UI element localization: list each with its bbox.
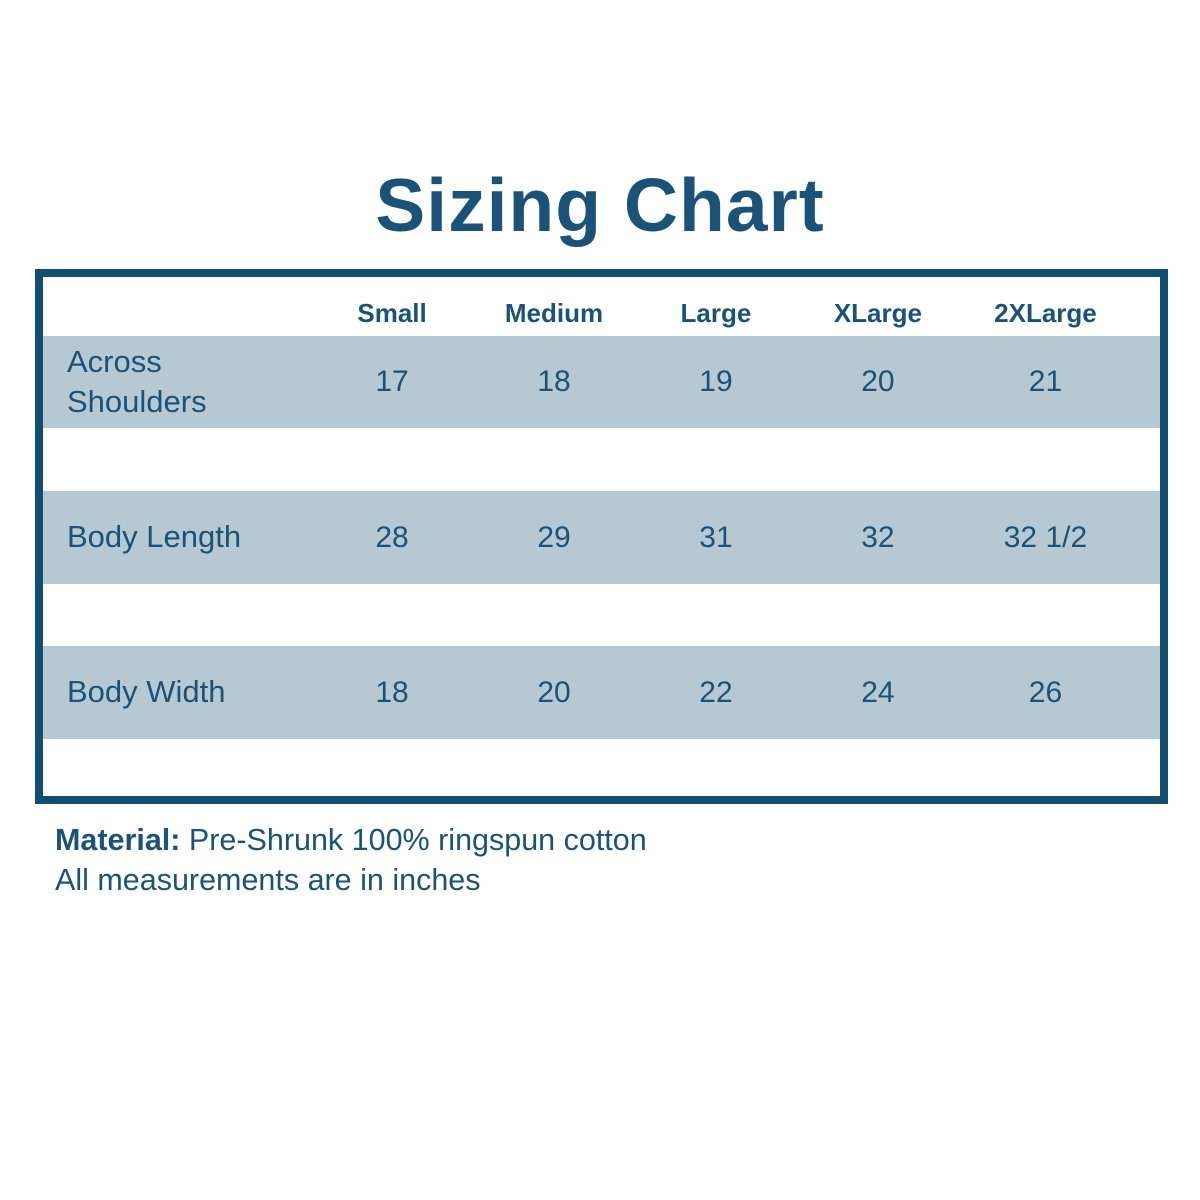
size-value: 31 [699,520,733,554]
row-label-text: Body Length [67,519,242,555]
size-value: 19 [699,365,733,398]
material-line: Material: Pre-Shrunk 100% ringspun cotto… [55,820,1200,860]
size-value: 22 [699,675,733,709]
footer-notes: Material: Pre-Shrunk 100% ringspun cotto… [55,820,1200,901]
table-row-body-width: Body Width 18 20 22 24 26 [43,646,1160,739]
measurements-note: All measurements are in inches [55,863,481,898]
column-header-large: Large [680,298,752,328]
size-value: 21 [1028,365,1063,398]
row-label: Across Shoulders [43,336,311,428]
size-value: 18 [375,675,409,709]
table-row-body-length: Body Length 28 29 31 32 32 1/2 [43,491,1160,584]
spacer-row [43,584,1160,646]
size-value: 20 [861,365,895,398]
size-value: 24 [861,675,895,709]
row-label: Body Width [43,646,311,739]
column-header-xlarge: XLarge [833,298,922,328]
column-header-medium: Medium [504,298,604,328]
size-value: 28 [375,520,409,554]
spacer-row [43,428,1160,491]
size-value: 20 [537,675,571,709]
size-value: 26 [1028,675,1063,709]
sizing-table: Small Medium Large XLarge 2XLarge Across… [35,269,1168,804]
column-header-small: Small [357,298,427,328]
column-header-2xlarge: 2XLarge [994,298,1097,328]
size-value: 32 [861,520,895,554]
header-empty-cell [43,277,311,336]
spacer-row [43,739,1160,796]
size-value: 29 [537,520,571,554]
page-title: Sizing Chart [375,163,825,247]
material-value: Pre-Shrunk 100% ringspun cotton [188,823,647,857]
material-label: Material: [55,823,181,857]
table-header-row: Small Medium Large XLarge 2XLarge [43,277,1160,336]
row-label-text: Across Shoulders [67,343,207,419]
size-value: 32 1/2 [1003,520,1088,554]
size-value: 18 [537,365,571,398]
row-label: Body Length [43,491,311,584]
row-label-text: Body Width [67,674,226,710]
size-value: 17 [375,365,409,398]
table-row-across-shoulders: Across Shoulders 17 18 19 20 21 [43,336,1160,428]
